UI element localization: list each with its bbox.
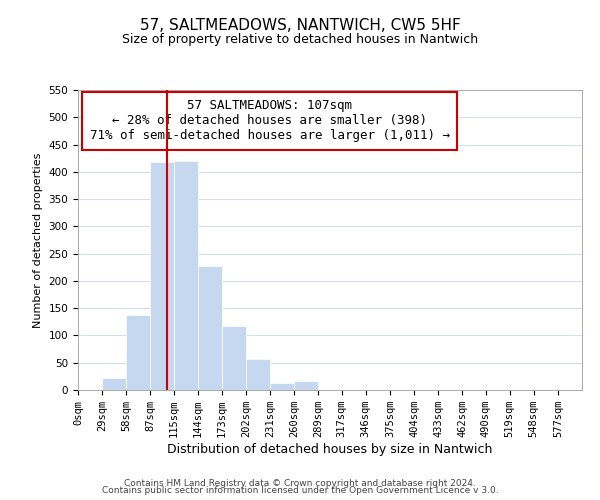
Text: 57 SALTMEADOWS: 107sqm
← 28% of detached houses are smaller (398)
71% of semi-de: 57 SALTMEADOWS: 107sqm ← 28% of detached…	[89, 99, 449, 142]
Bar	[198, 266, 222, 390]
Text: Contains HM Land Registry data © Crown copyright and database right 2024.: Contains HM Land Registry data © Crown c…	[124, 478, 476, 488]
X-axis label: Distribution of detached houses by size in Nantwich: Distribution of detached houses by size …	[167, 443, 493, 456]
Text: Size of property relative to detached houses in Nantwich: Size of property relative to detached ho…	[122, 32, 478, 46]
Text: Contains public sector information licensed under the Open Government Licence v : Contains public sector information licen…	[101, 486, 499, 495]
Bar	[151, 162, 175, 390]
Text: 57, SALTMEADOWS, NANTWICH, CW5 5HF: 57, SALTMEADOWS, NANTWICH, CW5 5HF	[140, 18, 460, 32]
Bar	[126, 316, 151, 390]
Bar	[173, 161, 198, 390]
Bar	[246, 359, 270, 390]
Bar	[270, 383, 294, 390]
Y-axis label: Number of detached properties: Number of detached properties	[33, 152, 43, 328]
Bar	[294, 382, 319, 390]
Bar	[222, 326, 246, 390]
Bar	[102, 378, 126, 390]
